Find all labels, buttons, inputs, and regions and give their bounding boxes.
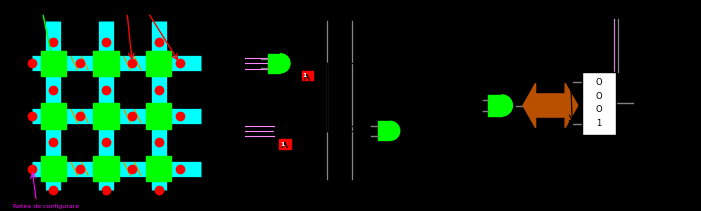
Bar	[93, 51, 118, 76]
Text: 1: 1	[597, 119, 601, 128]
Text: Memorie: Memorie	[268, 158, 305, 166]
Text: Blocuri logice: Blocuri logice	[18, 1, 69, 10]
Text: Retea de interconectare: Retea de interconectare	[57, 195, 134, 200]
Bar	[268, 54, 280, 73]
Bar	[41, 103, 66, 129]
Text: A: A	[567, 78, 573, 87]
Text: A and B: A and B	[634, 98, 663, 107]
Text: B: B	[567, 120, 573, 129]
Text: 1: 1	[302, 73, 306, 78]
Bar	[280, 139, 291, 149]
Text: Adresa: Adresa	[550, 39, 581, 48]
Bar	[93, 156, 118, 181]
Text: (a): (a)	[197, 200, 208, 209]
Bar	[146, 103, 171, 129]
Bar	[146, 51, 171, 76]
Text: O: O	[596, 78, 602, 87]
Text: Configuratie: Configuratie	[310, 7, 370, 17]
Bar	[378, 121, 390, 140]
Text: Comutatoare: Comutatoare	[106, 1, 156, 10]
Text: B: B	[477, 105, 484, 114]
Text: (b): (b)	[433, 200, 444, 209]
Polygon shape	[523, 83, 578, 128]
Text: Memorie: Memorie	[582, 151, 622, 160]
Text: Configuratie: Configuratie	[603, 8, 659, 17]
Text: A: A	[477, 95, 483, 104]
Bar	[301, 71, 313, 80]
Polygon shape	[502, 95, 512, 116]
Bar	[582, 72, 615, 135]
Text: 1: 1	[280, 142, 285, 147]
Text: A and B: A and B	[517, 95, 547, 104]
Text: O: O	[596, 92, 602, 100]
Bar	[488, 95, 502, 116]
Polygon shape	[390, 121, 400, 140]
Text: O: O	[596, 105, 602, 114]
Bar	[93, 103, 118, 129]
Text: (c): (c)	[671, 200, 682, 209]
Bar	[41, 156, 66, 181]
Text: Porti universale: Porti universale	[358, 88, 424, 97]
Polygon shape	[280, 54, 290, 73]
Bar	[146, 156, 171, 181]
Bar	[41, 51, 66, 76]
Text: Retea de configurare: Retea de configurare	[13, 204, 79, 209]
